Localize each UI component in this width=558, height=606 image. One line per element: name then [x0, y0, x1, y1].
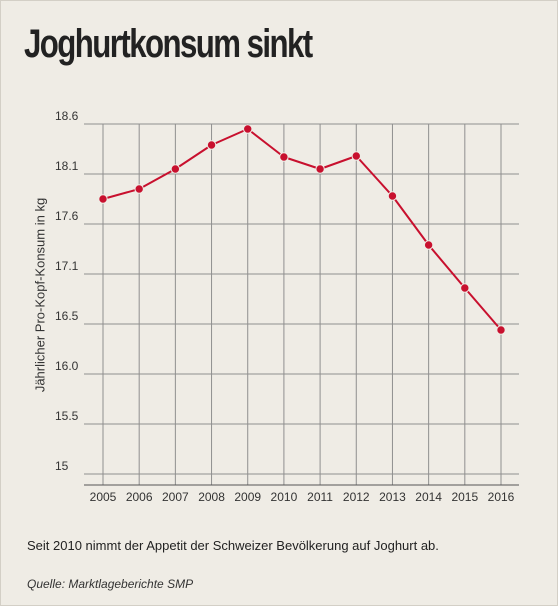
data-point-2016 [496, 325, 506, 335]
chart-title: Joghurtkonsum sinkt [24, 22, 313, 66]
x-tick-label-0: 2005 [90, 490, 117, 504]
x-tick-label-9: 2014 [415, 490, 442, 504]
y-tick-label-0: 18.6 [55, 109, 79, 123]
chart-caption: Seit 2010 nimmt der Appetit der Schweize… [27, 538, 439, 553]
chart-source: Quelle: Marktlageberichte SMP [27, 577, 194, 591]
data-point-2014 [423, 240, 434, 250]
x-tick-label-2: 2007 [162, 490, 189, 504]
data-point-2011 [315, 164, 325, 174]
y-axis-label-wrap: Jährlicher Pro-Kopf-Konsum in kg [30, 185, 50, 405]
data-point-2005 [98, 194, 108, 204]
series-line-0 [102, 128, 502, 331]
y-tick-label-1: 18.1 [55, 159, 79, 173]
y-tick-label-4: 16.5 [55, 309, 79, 323]
data-point-2006 [134, 184, 144, 194]
data-point-2009 [243, 124, 253, 134]
x-tick-label-10: 2015 [451, 490, 478, 504]
y-tick-label-2: 17.6 [55, 209, 79, 223]
y-tick-label-5: 16.0 [55, 359, 79, 373]
y-tick-label-7: 15 [55, 459, 69, 473]
y-tick-label-6: 15.5 [55, 409, 79, 423]
x-tick-label-7: 2012 [343, 490, 370, 504]
x-tick-label-3: 2008 [198, 490, 225, 504]
x-tick-label-11: 2016 [488, 490, 515, 504]
data-point-2007 [170, 164, 181, 174]
x-tick-label-5: 2010 [271, 490, 298, 504]
y-tick-label-3: 17.1 [55, 259, 79, 273]
y-axis-label: Jährlicher Pro-Kopf-Konsum in kg [32, 197, 48, 393]
x-tick-label-4: 2009 [234, 490, 261, 504]
data-point-2008 [206, 140, 217, 150]
data-point-2015 [460, 283, 470, 293]
data-point-2010 [279, 152, 289, 162]
x-tick-label-8: 2013 [379, 490, 406, 504]
x-tick-label-6: 2011 [307, 490, 333, 504]
data-point-2012 [351, 151, 361, 161]
data-point-2013 [387, 191, 398, 201]
x-tick-label-1: 2006 [126, 490, 153, 504]
